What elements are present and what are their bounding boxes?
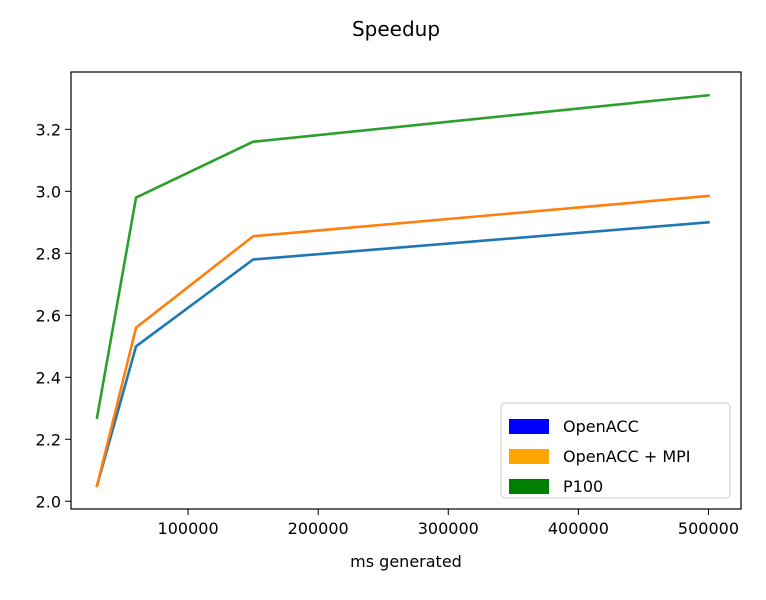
- y-tick-label: 2.8: [36, 244, 61, 263]
- legend-swatch: [509, 449, 549, 464]
- series-line-0: [95, 220, 710, 488]
- x-tick-label: 100000: [158, 519, 219, 538]
- axes-frame: [70, 71, 742, 510]
- y-tick-label: 2.0: [36, 492, 61, 511]
- legend-entry-label: OpenACC: [563, 417, 639, 436]
- plot-area: 100000 200000 300000 400000 500000 2.0 2.2 2.4 2…: [36, 71, 742, 538]
- y-tick-label: 2.6: [36, 306, 61, 325]
- x-axis-label: ms generated: [350, 552, 462, 571]
- x-tick-label: 300000: [418, 519, 479, 538]
- x-tick-label: 500000: [678, 519, 739, 538]
- x-tick-label: 400000: [548, 519, 609, 538]
- y-tick-label: 2.4: [36, 368, 61, 387]
- legend-entry-label: P100: [563, 477, 603, 496]
- y-tick-label: 2.2: [36, 430, 61, 449]
- y-tick-label: 3.2: [36, 120, 61, 139]
- y-tick-label: 3.0: [36, 182, 61, 201]
- series-line-2: [95, 93, 710, 420]
- x-tick-label: 200000: [288, 519, 349, 538]
- legend-entry-label: OpenACC + MPI: [563, 447, 691, 466]
- legend-swatch: [509, 419, 549, 434]
- series-line-1: [95, 194, 710, 488]
- legend-box: [500, 402, 731, 499]
- legend-swatch: [509, 479, 549, 494]
- chart-title: Speedup: [352, 17, 440, 41]
- legend: OpenACC OpenACC + MPI P100: [500, 402, 731, 499]
